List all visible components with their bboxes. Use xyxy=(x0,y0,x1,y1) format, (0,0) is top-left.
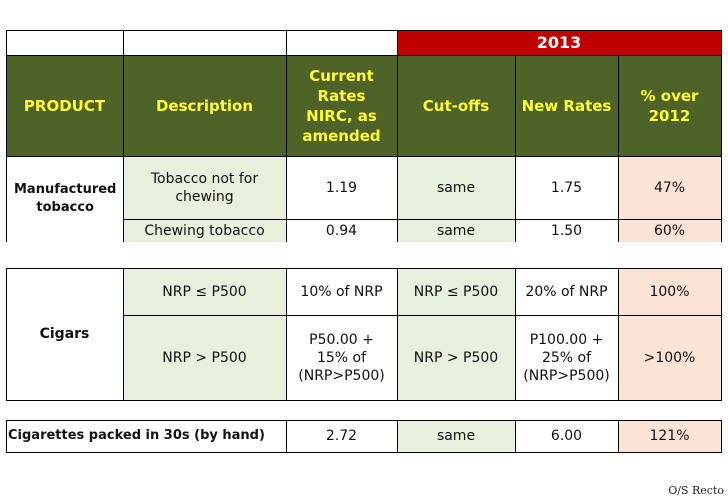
grid-line xyxy=(721,268,722,401)
grid-line xyxy=(6,452,722,453)
cigars-row1-cutoff: NRP ≤ P500 xyxy=(397,268,515,315)
cigars-row1-description: NRP ≤ P500 xyxy=(123,268,286,315)
cigars-row1-pct: 100% xyxy=(618,268,721,315)
grid-line xyxy=(123,30,124,242)
header-current-rates: Current Rates NIRC, as amended xyxy=(302,66,381,145)
tobacco-row2-pct: 60% xyxy=(618,219,721,242)
grid-line xyxy=(6,55,722,56)
grid-line xyxy=(123,268,124,401)
grid-line xyxy=(6,30,722,31)
tobacco-row1-pct: 47% xyxy=(618,156,721,219)
grid-line xyxy=(397,268,398,401)
tobacco-row2-current: 0.94 xyxy=(286,219,397,242)
product-cigars: Cigars xyxy=(39,326,90,342)
grid-line xyxy=(721,30,722,242)
rate-table-top: 2013 PRODUCT Description Current Rates N… xyxy=(0,0,728,242)
cigars-row2-description: NRP > P500 xyxy=(123,315,286,400)
header-pct-over: % over 2012 xyxy=(640,86,699,125)
cigars-row2-new: P100.00 + 25% of (NRP>P500) xyxy=(515,315,618,400)
grid-line xyxy=(286,420,287,453)
cigarettes-current: 2.72 xyxy=(286,420,397,452)
rate-table-cigarettes: Cigarettes packed in 30s (by hand) 2.72 … xyxy=(0,420,728,454)
cigars-row2-pct: >100% xyxy=(618,315,721,400)
header-cutoffs: Cut-offs xyxy=(422,96,490,115)
grid-line xyxy=(515,268,516,401)
product-cigarettes: Cigarettes packed in 30s (by hand) xyxy=(8,428,265,443)
grid-line xyxy=(123,219,722,220)
grid-line xyxy=(6,268,7,401)
grid-line xyxy=(515,420,516,453)
grid-line xyxy=(6,400,722,401)
grid-line xyxy=(6,156,722,157)
header-band xyxy=(6,55,721,156)
cigars-row1-new: 20% of NRP xyxy=(515,268,618,315)
grid-line xyxy=(286,30,287,242)
grid-line xyxy=(618,420,619,453)
grid-line xyxy=(618,268,619,401)
grid-line xyxy=(6,268,722,269)
cigars-row2-current: P50.00 + 15% of (NRP>P500) xyxy=(286,315,397,400)
tobacco-row1-cutoff: same xyxy=(397,156,515,219)
grid-line xyxy=(6,420,7,453)
tobacco-row1-current: 1.19 xyxy=(286,156,397,219)
cigars-row1-current: 10% of NRP xyxy=(286,268,397,315)
grid-line xyxy=(6,420,722,421)
cigarettes-new: 6.00 xyxy=(515,420,618,452)
grid-line xyxy=(6,30,7,242)
grid-line xyxy=(515,55,516,242)
footer-credit: O/S Recto xyxy=(668,484,724,497)
header-new-rates: New Rates xyxy=(521,96,612,115)
year-label: 2013 xyxy=(536,32,582,52)
tobacco-row2-new: 1.50 xyxy=(515,219,618,242)
tobacco-row2-cutoff: same xyxy=(397,219,515,242)
year-banner xyxy=(397,30,721,55)
tobacco-row2-description: Chewing tobacco xyxy=(123,219,286,242)
grid-line xyxy=(123,315,722,316)
grid-line xyxy=(618,55,619,242)
grid-line xyxy=(397,30,398,242)
tobacco-row1-new: 1.75 xyxy=(515,156,618,219)
header-product: PRODUCT xyxy=(23,96,106,115)
product-manufactured-tobacco: Manufactured tobacco xyxy=(14,182,117,215)
rate-table-cigars: Cigars NRP ≤ P500 10% of NRP NRP ≤ P500 … xyxy=(0,266,728,402)
grid-line xyxy=(397,420,398,453)
cigars-row2-cutoff: NRP > P500 xyxy=(397,315,515,400)
grid-line xyxy=(721,420,722,453)
tobacco-row1-description: Tobacco not for chewing xyxy=(123,156,286,219)
grid-line xyxy=(286,268,287,401)
header-description: Description xyxy=(155,96,254,115)
cigarettes-pct: 121% xyxy=(618,420,721,452)
cigarettes-cutoff: same xyxy=(397,420,515,452)
